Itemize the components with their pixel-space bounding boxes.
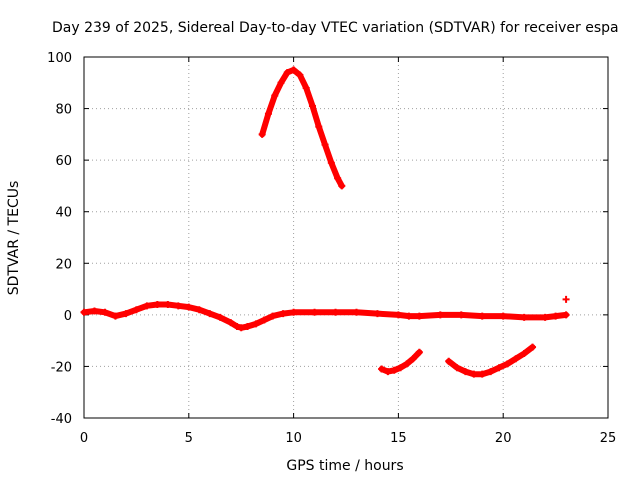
y-tick-label: 100 xyxy=(47,51,72,66)
data-point xyxy=(436,311,444,319)
y-tick-label: -40 xyxy=(51,412,72,427)
y-tick-label: -20 xyxy=(51,360,72,375)
data-point xyxy=(153,301,161,309)
data-point xyxy=(403,360,411,368)
data-point xyxy=(269,312,277,320)
data-point xyxy=(512,355,520,363)
data-point xyxy=(132,306,140,314)
y-tick-label: 40 xyxy=(55,206,72,221)
data-point xyxy=(405,312,413,320)
data-point xyxy=(315,123,323,131)
data-point xyxy=(352,308,360,316)
data-point xyxy=(233,322,241,330)
data-point xyxy=(308,102,316,110)
data-point xyxy=(334,174,342,182)
y-axis-label: SDTVAR / TECUs xyxy=(6,181,22,296)
series-band xyxy=(259,66,345,189)
data-point xyxy=(457,311,465,319)
chart-title: Day 239 of 2025, Sidereal Day-to-day VTE… xyxy=(52,20,619,36)
y-tick-label: 60 xyxy=(55,154,72,169)
data-point xyxy=(390,366,398,374)
y-tick-label: 80 xyxy=(55,103,72,118)
data-point xyxy=(478,312,486,320)
data-point xyxy=(487,368,495,376)
data-point xyxy=(195,306,203,314)
data-point xyxy=(252,320,260,328)
data-point xyxy=(90,307,98,315)
axis-ticks: 0 5 10 15 20 25 -40 -20 0 20 40 60 80 100 xyxy=(47,51,616,446)
data-point xyxy=(260,316,268,324)
series-arc-14-16 xyxy=(378,348,423,376)
data-point xyxy=(111,312,119,320)
data-point xyxy=(541,313,549,321)
data-point xyxy=(271,92,279,100)
data-point xyxy=(378,365,386,373)
x-tick-label: 15 xyxy=(390,431,407,446)
data-point xyxy=(495,364,503,372)
plot-frame xyxy=(83,56,609,419)
data-point xyxy=(80,308,88,316)
data-point xyxy=(264,110,272,118)
data-marks xyxy=(80,66,570,378)
y-tick-label: 0 xyxy=(64,309,72,324)
series-baseline xyxy=(80,301,570,332)
data-point xyxy=(562,295,570,303)
data-point xyxy=(283,68,291,76)
data-point xyxy=(311,308,319,316)
data-point xyxy=(216,313,224,321)
data-point xyxy=(384,368,392,376)
data-point xyxy=(445,357,453,365)
data-point xyxy=(520,350,528,358)
data-point xyxy=(290,308,298,316)
data-point xyxy=(237,324,245,332)
data-point xyxy=(227,319,235,327)
x-tick-label: 0 xyxy=(80,431,88,446)
x-axis-label: GPS time / hours xyxy=(286,458,403,474)
x-tick-label: 10 xyxy=(285,431,302,446)
data-point xyxy=(562,311,570,319)
data-point xyxy=(279,310,287,318)
data-point xyxy=(206,310,214,318)
data-point xyxy=(461,368,469,376)
data-point xyxy=(174,302,182,310)
series-peak-arc xyxy=(258,66,346,190)
data-point xyxy=(453,364,461,372)
data-point xyxy=(296,71,304,79)
data-point xyxy=(164,301,172,309)
data-point xyxy=(529,343,537,351)
data-point xyxy=(394,311,402,319)
data-point xyxy=(243,322,251,330)
data-point xyxy=(478,370,486,378)
data-point xyxy=(290,66,298,74)
data-point xyxy=(258,130,266,138)
data-point xyxy=(396,364,404,372)
data-point xyxy=(302,84,310,92)
data-point xyxy=(101,308,109,316)
data-point xyxy=(338,182,346,190)
data-point xyxy=(503,360,511,368)
series-arc-17-21 xyxy=(445,343,537,378)
data-point xyxy=(321,141,329,149)
data-point xyxy=(185,303,193,311)
data-point xyxy=(327,159,335,167)
data-point xyxy=(373,310,381,318)
data-point xyxy=(332,308,340,316)
y-tick-label: 20 xyxy=(55,257,72,272)
data-point xyxy=(470,370,478,378)
x-tick-label: 25 xyxy=(600,431,617,446)
data-point xyxy=(409,355,417,363)
data-point xyxy=(277,79,285,87)
data-point xyxy=(122,310,130,318)
data-point xyxy=(552,312,560,320)
data-point xyxy=(520,313,528,321)
data-point xyxy=(499,312,507,320)
data-point xyxy=(415,348,423,356)
x-tick-label: 20 xyxy=(495,431,512,446)
data-point xyxy=(143,302,151,310)
x-tick-label: 5 xyxy=(185,431,193,446)
data-point xyxy=(415,312,423,320)
series-outlier xyxy=(562,295,570,303)
